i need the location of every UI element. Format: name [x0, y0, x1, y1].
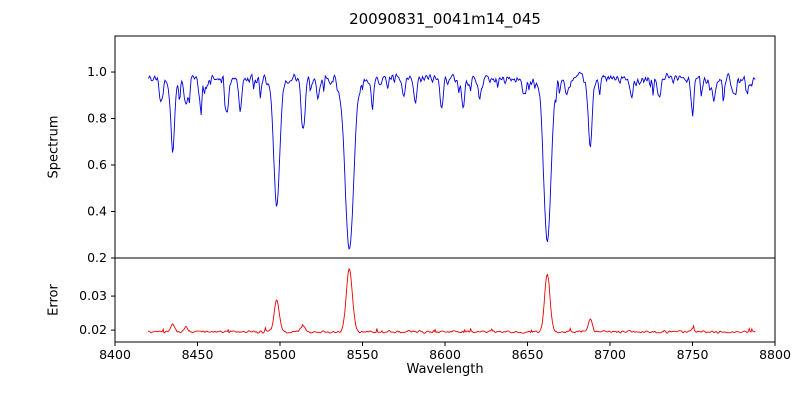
x-tick-label: 8650 [512, 347, 544, 362]
x-tick-label: 8400 [99, 347, 131, 362]
x-tick-label: 8750 [677, 347, 709, 362]
x-tick-label: 8550 [347, 347, 379, 362]
x-tick-label: 8450 [182, 347, 214, 362]
x-tick-label: 8500 [264, 347, 296, 362]
ylabel-spectrum: Spectrum [46, 115, 62, 179]
xlabel-wavelength: Wavelength [406, 362, 484, 377]
y-tick-label: 0.8 [87, 111, 107, 126]
y-tick-label: 0.6 [87, 157, 107, 172]
spectrum-line [147, 71, 756, 250]
chart-title: 20090831_0041m14_045 [349, 10, 541, 28]
y-tick-label: 1.0 [87, 64, 107, 79]
y-tick-label: 0.2 [87, 250, 107, 265]
top-panel-frame [114, 35, 776, 259]
bottom-panel-frame [114, 257, 776, 343]
y-tick-label: 0.03 [79, 288, 107, 303]
ylabel-error: Error [46, 284, 62, 316]
x-tick-label: 8800 [759, 347, 791, 362]
x-tick-label: 8600 [429, 347, 461, 362]
y-tick-label: 0.4 [87, 204, 107, 219]
error-line [147, 267, 756, 334]
x-tick-label: 8700 [594, 347, 626, 362]
y-tick-label: 0.02 [79, 322, 107, 337]
